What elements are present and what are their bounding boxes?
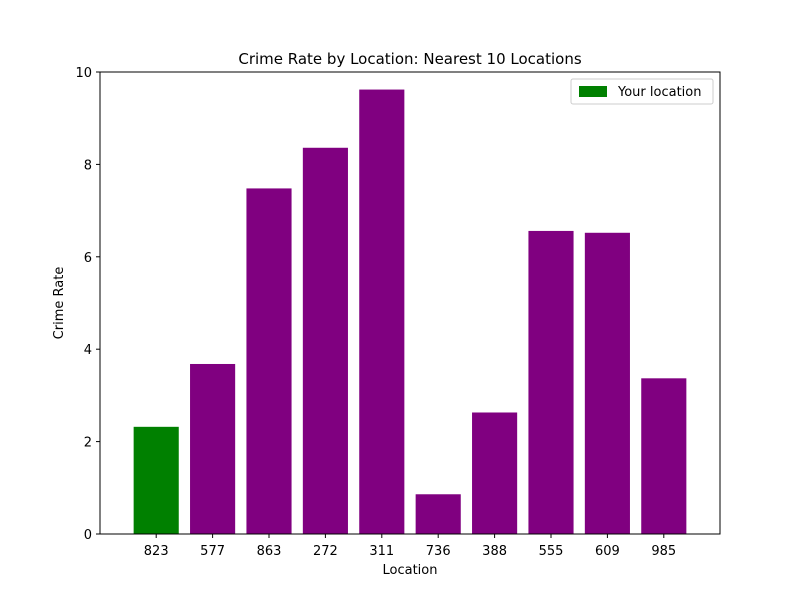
x-tick-label: 555 (539, 544, 564, 559)
x-tick-label: 863 (257, 544, 282, 559)
bar-823 (133, 426, 179, 534)
bar-577 (190, 363, 236, 534)
bar-388 (472, 412, 518, 534)
x-tick-label: 736 (426, 544, 451, 559)
bars-group (133, 89, 687, 535)
x-axis-label: Location (383, 563, 438, 578)
y-axis-ticks: 0 2 4 6 8 10 (75, 66, 100, 543)
y-tick-label: 10 (75, 66, 92, 81)
bar-311 (359, 89, 405, 534)
bar-863 (246, 188, 292, 535)
chart-title: Crime Rate by Location: Nearest 10 Locat… (238, 50, 581, 68)
bar-609 (584, 232, 630, 534)
y-tick-label: 4 (84, 343, 92, 358)
bar-555 (528, 230, 574, 534)
plot-frame (99, 71, 721, 535)
x-tick-label: 609 (595, 544, 620, 559)
x-tick-label: 577 (200, 544, 225, 559)
bar-736 (415, 494, 461, 534)
x-tick-label: 272 (313, 544, 338, 559)
legend-swatch (579, 86, 607, 97)
y-axis-label: Crime Rate (52, 267, 67, 340)
x-tick-label: 388 (482, 544, 507, 559)
legend: Your location (570, 78, 714, 105)
bar-985 (641, 378, 687, 534)
y-tick-label: 2 (84, 436, 92, 451)
y-tick-label: 8 (84, 158, 92, 173)
x-tick-label: 985 (651, 544, 676, 559)
legend-label: Your location (617, 85, 701, 100)
x-tick-label: 311 (369, 544, 394, 559)
legend-box (570, 78, 714, 105)
bar-272 (302, 147, 348, 534)
y-tick-label: 6 (84, 251, 92, 266)
x-axis-ticks: 823 577 863 272 311 736 388 555 609 985 (144, 534, 676, 559)
x-tick-label: 823 (144, 544, 169, 559)
y-tick-label: 0 (84, 528, 92, 543)
